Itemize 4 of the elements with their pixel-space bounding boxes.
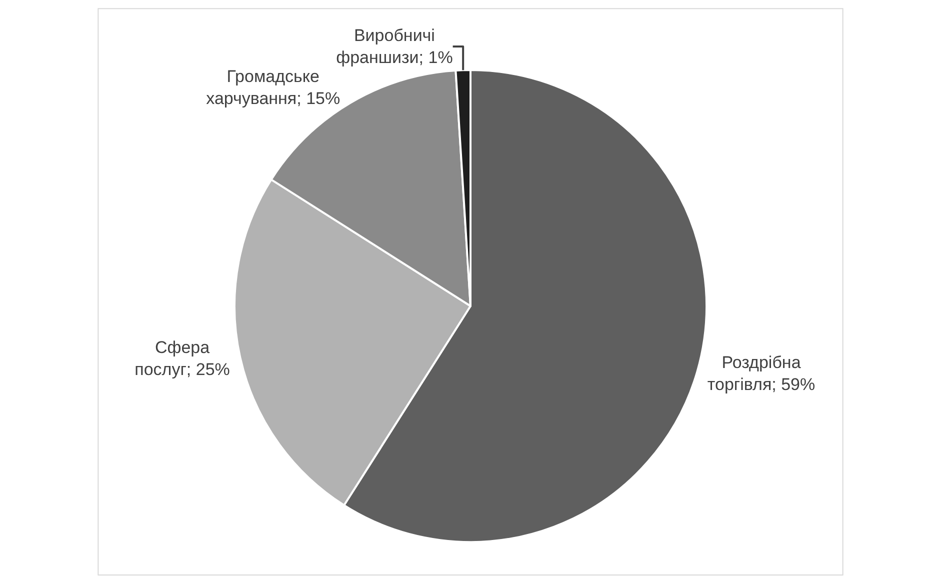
slice-label: Виробничі франшизи; 1% — [336, 26, 453, 68]
slice-label: Сфера послуг; 25% — [134, 338, 230, 380]
slice-label: Громадське харчування; 15% — [206, 67, 340, 108]
slice-label: Роздрібна торгівля; 59% — [707, 352, 816, 394]
